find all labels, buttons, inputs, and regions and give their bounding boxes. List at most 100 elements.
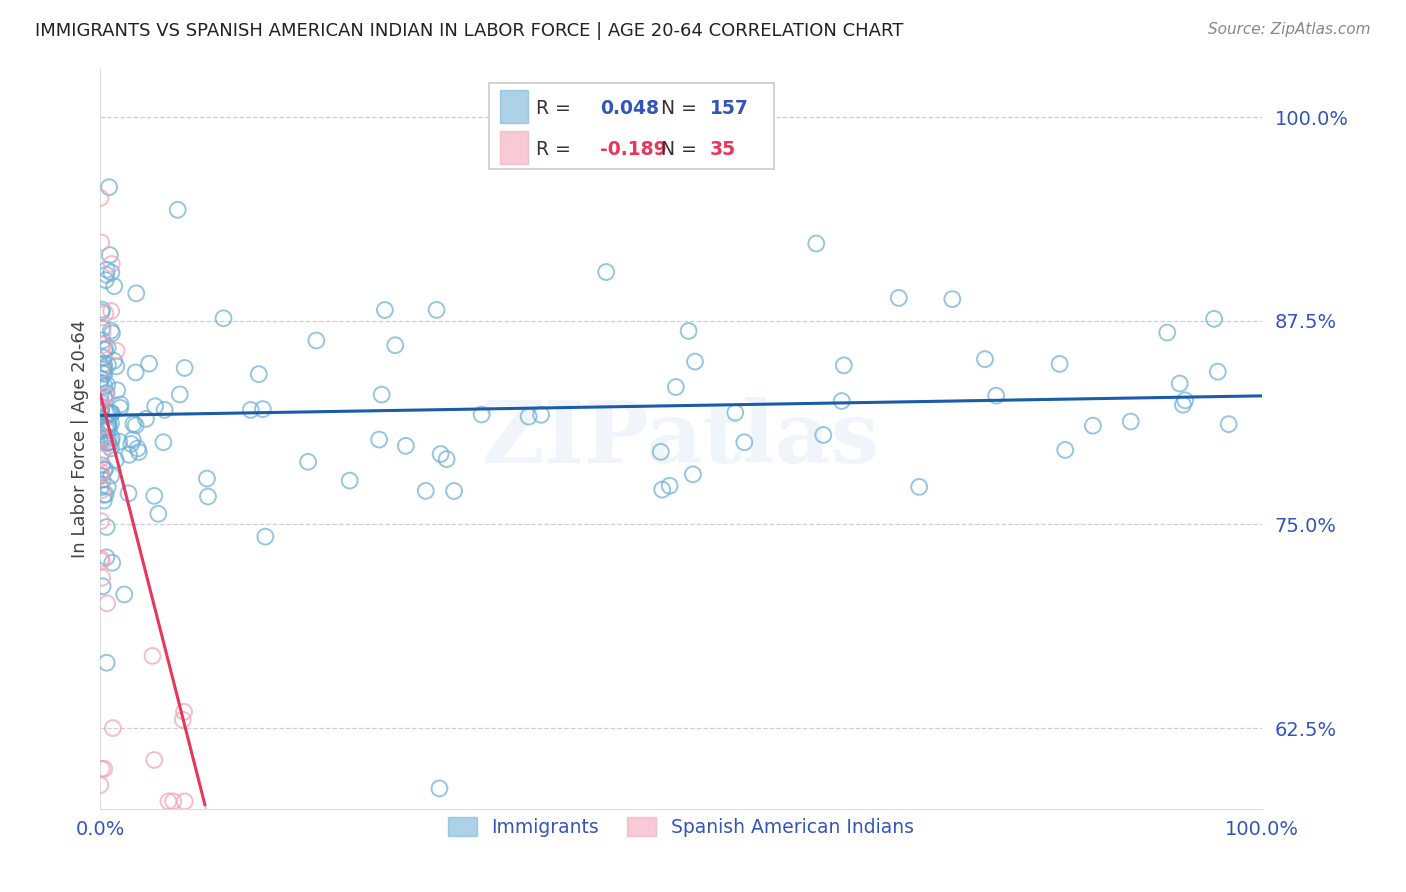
Point (429, 781, 451, 796)
Point (91, 366, 114, 380)
Point (1218, 417, 1240, 432)
Point (370, 387, 392, 401)
Point (93, 463, 115, 477)
Point (169, 387, 191, 401)
Point (96, 422, 118, 436)
Point (143, 489, 166, 503)
Point (93, 362, 115, 376)
FancyBboxPatch shape (489, 83, 773, 169)
Point (89, 434, 111, 449)
Point (135, 412, 157, 426)
Point (90, 445, 112, 459)
Point (91, 473, 114, 487)
Point (98, 422, 121, 436)
Text: R =: R = (536, 99, 576, 119)
Point (90, 400, 112, 414)
Point (124, 366, 146, 380)
Point (90, 451, 112, 466)
Point (1049, 357, 1071, 371)
Text: N =: N = (661, 99, 703, 119)
Point (530, 408, 553, 422)
FancyBboxPatch shape (499, 90, 527, 123)
Point (93, 360, 115, 375)
Text: 157: 157 (710, 99, 749, 119)
Point (97, 341, 120, 355)
Point (90, 235, 112, 250)
Point (152, 435, 174, 450)
Point (104, 452, 127, 467)
Text: IMMIGRANTS VS SPANISH AMERICAN INDIAN IN LABOR FORCE | AGE 20-64 CORRELATION CHA: IMMIGRANTS VS SPANISH AMERICAN INDIAN IN… (35, 22, 904, 40)
Point (247, 367, 270, 381)
Point (678, 324, 700, 338)
Point (90, 514, 112, 528)
Point (173, 794, 195, 808)
Point (100, 406, 122, 420)
Point (91, 571, 114, 585)
Point (986, 389, 1008, 403)
Point (806, 236, 828, 251)
Point (832, 359, 855, 373)
Point (105, 359, 128, 374)
Point (97, 417, 120, 432)
Point (118, 448, 141, 462)
Point (682, 467, 704, 482)
Point (94, 434, 117, 448)
Point (101, 431, 124, 445)
Point (148, 507, 170, 521)
Legend: Immigrants, Spanish American Indians: Immigrants, Spanish American Indians (441, 810, 921, 845)
Text: N =: N = (661, 140, 703, 160)
Point (162, 794, 184, 808)
Point (105, 384, 128, 398)
Point (97, 417, 120, 431)
Point (91, 326, 114, 340)
Point (94, 343, 117, 357)
Point (125, 418, 148, 433)
Point (908, 480, 931, 494)
Point (974, 352, 997, 367)
Point (100, 257, 122, 271)
Point (96, 268, 118, 282)
Point (100, 304, 122, 318)
Point (89, 191, 111, 205)
Point (143, 753, 166, 767)
Point (97, 417, 120, 432)
Point (105, 343, 128, 358)
Point (1174, 393, 1197, 408)
Point (90, 480, 112, 494)
Point (128, 445, 150, 459)
Point (90, 371, 112, 385)
Point (101, 721, 124, 735)
Point (1156, 326, 1178, 340)
Point (94, 273, 117, 287)
Point (90, 396, 112, 410)
Point (100, 324, 122, 338)
Point (1168, 376, 1191, 391)
Point (98, 248, 121, 262)
Point (93, 357, 115, 371)
Point (112, 587, 135, 601)
Point (90, 305, 112, 319)
FancyBboxPatch shape (499, 131, 527, 164)
Point (733, 435, 755, 450)
Point (93, 762, 115, 776)
Point (212, 311, 235, 326)
Point (94, 388, 117, 402)
Point (1081, 418, 1104, 433)
Point (683, 354, 706, 368)
Point (89, 376, 111, 391)
Point (89, 778, 111, 792)
Point (100, 265, 122, 279)
Point (94, 306, 117, 320)
Point (254, 530, 277, 544)
Point (97, 435, 120, 450)
Point (368, 433, 391, 447)
Point (384, 338, 406, 352)
Point (97, 435, 120, 450)
Point (97, 417, 120, 431)
Text: 35: 35 (710, 140, 737, 160)
Point (91, 321, 114, 335)
Point (96, 596, 118, 610)
Point (1054, 442, 1077, 457)
Point (1206, 365, 1229, 379)
Point (90, 465, 112, 479)
